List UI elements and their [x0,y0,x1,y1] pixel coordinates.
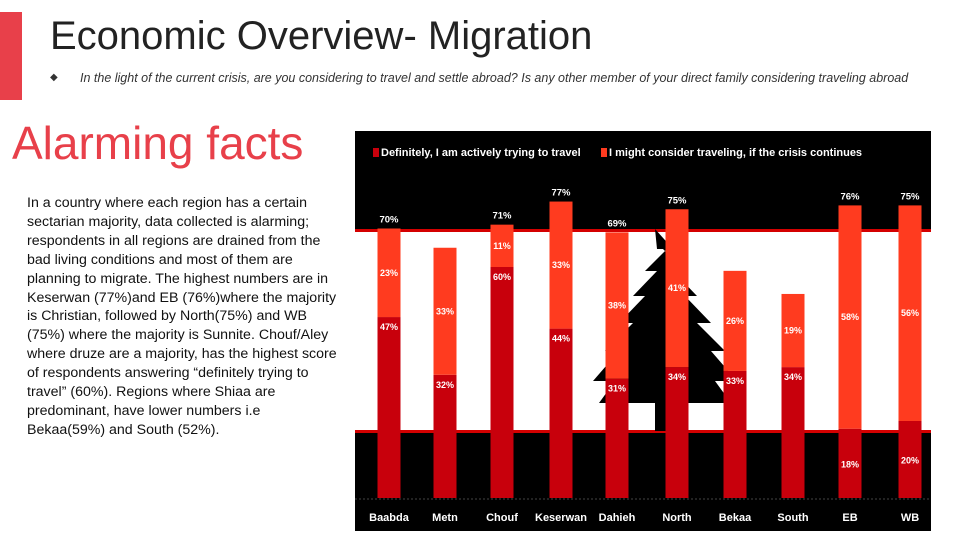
data-label: 26% [726,316,744,326]
chart-svg: Definitely, I am actively trying to trav… [355,147,931,524]
cedar-tree-silhouette-icon [593,229,737,431]
data-label: 19% [784,326,802,336]
bar-segment [549,328,573,498]
x-tick-label: Chouf [486,512,518,524]
bar-segment [377,228,401,318]
total-label: 75% [667,195,687,206]
data-label: 34% [784,372,802,382]
data-label: 32% [436,380,454,390]
x-tick-label: WB [901,512,919,524]
x-tick-label: Keserwan [535,512,587,524]
data-label: 47% [380,322,398,332]
total-label: 71% [492,211,512,222]
bar-segment [490,267,514,498]
total-label: 75% [900,191,920,202]
total-label: 70% [379,215,399,226]
total-label: 76% [840,191,860,202]
data-label: 33% [552,260,570,270]
data-label: 44% [552,334,570,344]
accent-bar [0,12,22,100]
question-text: In the light of the current crisis, are … [80,71,909,85]
total-label: 59% [725,257,745,268]
x-tick-label: South [777,512,808,524]
bar-segment [605,378,629,498]
bar-segment [433,247,457,375]
bar-segment [723,270,747,371]
bar-segment [781,367,805,498]
x-tick-label: EB [842,512,857,524]
data-label: 60% [493,272,511,282]
bar-segment [723,370,747,498]
x-tick-label: Dahieh [599,512,636,524]
data-label: 11% [493,241,511,251]
total-label: 69% [607,218,627,229]
legend-label: Definitely, I am actively trying to trav… [381,147,581,159]
data-label: 58% [841,312,859,322]
page-title: Economic Overview- Migration [50,14,593,58]
bar-segment [838,205,862,429]
section-heading: Alarming facts [12,117,304,169]
legend-swatch [373,148,379,157]
x-tick-label: Baabda [369,512,410,524]
background-red-line-top [355,229,931,232]
body-paragraph: In a country where each region has a cer… [27,195,337,438]
legend-label: I might consider traveling, if the crisi… [609,147,862,159]
data-label: 33% [436,306,454,316]
data-label: 18% [841,459,859,469]
data-label: 20% [901,456,919,466]
background-red-line-bottom [355,430,931,433]
total-label: 77% [551,188,571,199]
data-label: 41% [668,283,686,293]
total-label: 65% [435,234,455,245]
total-label: 52% [783,280,803,291]
bar-segment [665,367,689,498]
legend-swatch [601,148,607,157]
bar-segment [377,317,401,498]
bar-segment [549,201,573,329]
stacked-bar-chart: Definitely, I am actively trying to trav… [355,131,931,531]
x-tick-label: Bekaa [719,512,752,524]
data-label: 38% [608,301,626,311]
data-label: 23% [380,268,398,278]
bar-segment [665,209,689,368]
bar-segment [898,421,922,498]
bar-segment [781,293,805,368]
bar-segment [490,224,514,267]
data-label: 56% [901,308,919,318]
bar-segment [838,428,862,498]
data-label: 34% [668,372,686,382]
bar-segment [433,374,457,498]
diamond-bullet-icon: ◆ [50,72,58,83]
bar-segment [898,205,922,421]
x-tick-label: North [662,512,692,524]
data-label: 31% [608,384,626,394]
x-tick-label: Metn [432,512,458,524]
bar-segment [605,232,629,379]
data-label: 33% [726,376,744,386]
